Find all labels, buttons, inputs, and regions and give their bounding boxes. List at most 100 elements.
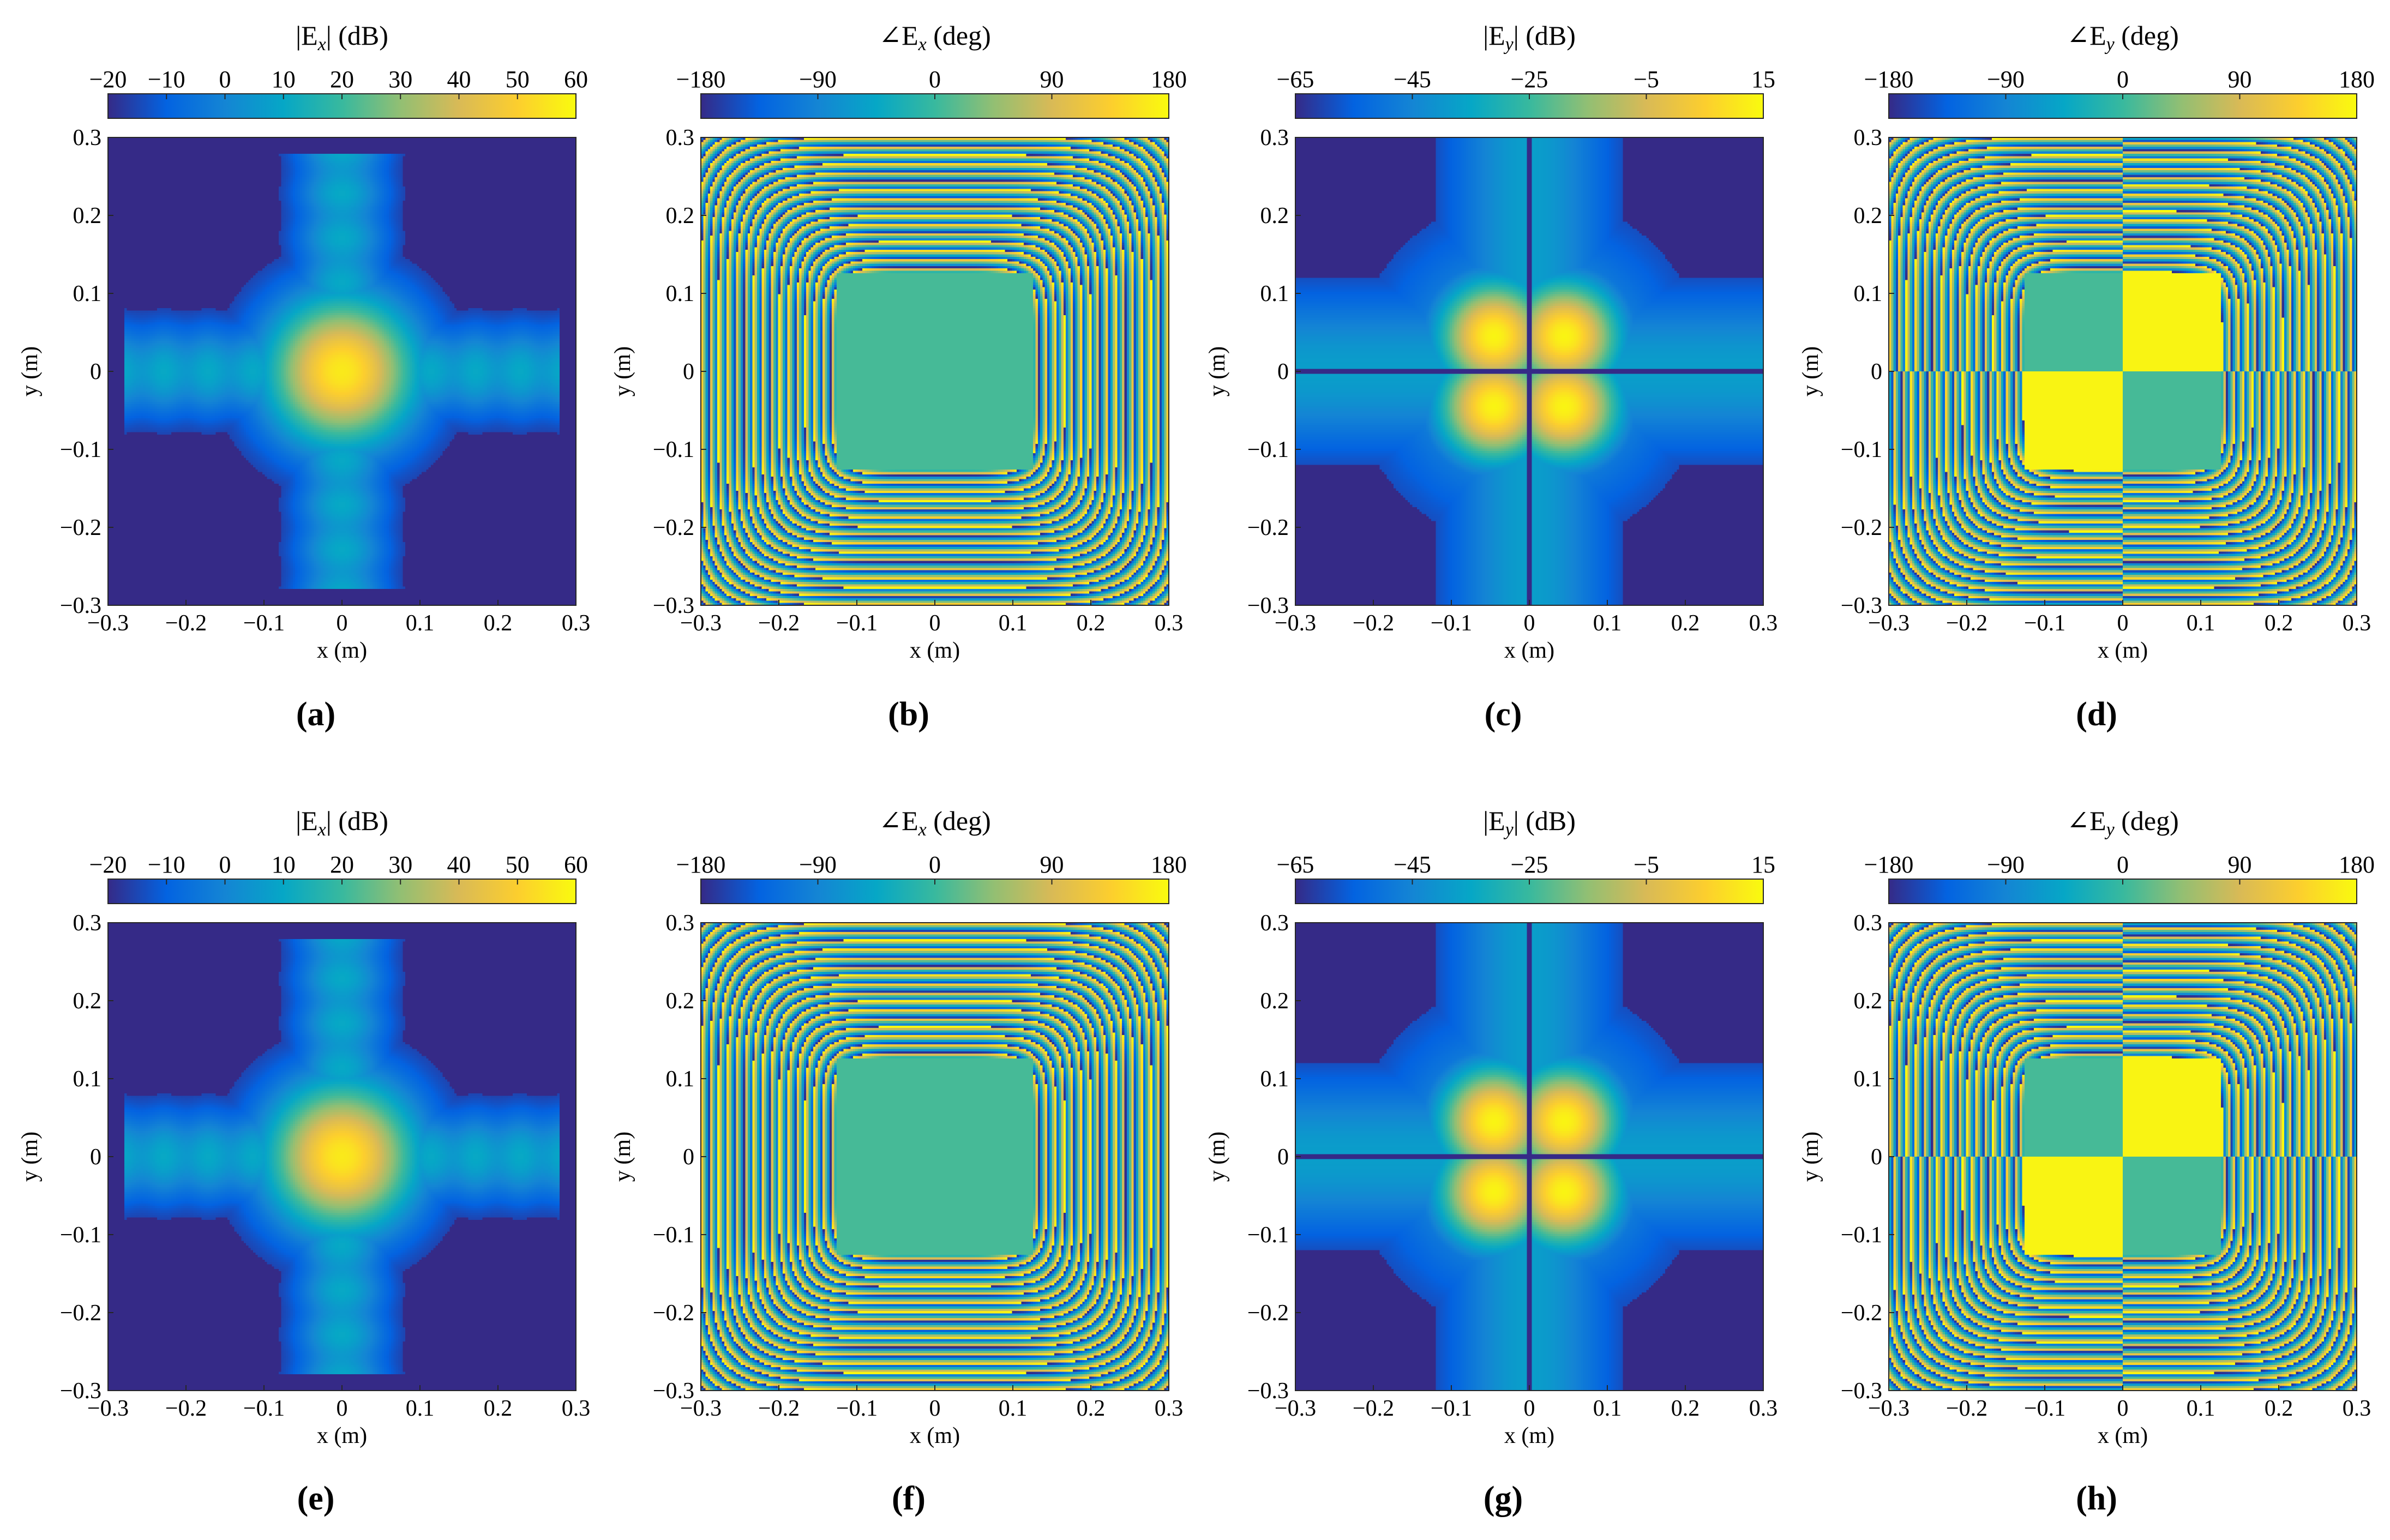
y-tick-label: 0.2 — [1854, 989, 1883, 1014]
x-axis-label: x (m) — [910, 1423, 960, 1448]
y-tick-label: 0.1 — [666, 1067, 695, 1092]
x-tick-label: −0.2 — [165, 1396, 207, 1421]
colorbar-tick-label: 0 — [929, 66, 941, 93]
colorbar-tick-label: 90 — [2228, 66, 2252, 93]
y-tick-label: 0.3 — [1260, 125, 1289, 151]
y-tick-label: 0.3 — [666, 125, 695, 151]
panel-label: (f) — [892, 1480, 926, 1517]
y-tick-label: −0.3 — [1247, 593, 1289, 618]
colorbar-tick-label: −180 — [1864, 851, 1914, 878]
x-tick-label: 0.1 — [2187, 611, 2215, 636]
x-tick-label: −0.2 — [1353, 611, 1394, 636]
x-tick-label: 0.2 — [1077, 611, 1106, 636]
colorbar-title: |Ex| (dB) — [296, 20, 388, 55]
x-tick-label: 0.1 — [406, 611, 435, 636]
colorbar-tick-label: 10 — [272, 66, 296, 93]
x-tick-label: −0.2 — [1353, 1396, 1394, 1421]
x-tick-label: 0.3 — [1155, 611, 1184, 636]
y-tick-label: 0.1 — [1854, 281, 1883, 306]
y-tick-label: −0.2 — [1247, 515, 1289, 540]
x-tick-label: −0.1 — [836, 611, 878, 636]
colorbar-tick-label: −90 — [1987, 66, 2025, 93]
colorbar-tick-label: 50 — [506, 851, 530, 878]
colorbar-title: |Ey| (dB) — [1483, 805, 1576, 840]
panel-label: (a) — [296, 696, 335, 733]
y-axis-label: y (m) — [610, 1132, 635, 1182]
x-tick-label: 0.3 — [1749, 1396, 1778, 1421]
colorbar-tick-label: −45 — [1394, 66, 1431, 93]
x-tick-label: 0.3 — [1749, 611, 1778, 636]
y-tick-label: 0.1 — [73, 281, 102, 306]
y-tick-label: −0.2 — [1841, 1301, 1882, 1326]
x-tick-label: 0.2 — [1077, 1396, 1106, 1421]
y-tick-label: 0 — [90, 359, 101, 384]
x-tick-label: −0.3 — [680, 1396, 722, 1421]
colorbar-tick-label: 50 — [506, 66, 530, 93]
y-tick-label: 0.3 — [1854, 125, 1883, 151]
colorbar-tick-label: 0 — [2117, 66, 2129, 93]
colorbar-tick-label: 10 — [272, 851, 296, 878]
colorbar-title: ∠Ey (deg) — [2067, 20, 2179, 55]
y-tick-label: 0.2 — [666, 989, 695, 1014]
x-tick-label: −0.3 — [87, 611, 129, 636]
y-tick-label: −0.1 — [1247, 1223, 1289, 1248]
heatmap-image — [1889, 923, 2357, 1391]
y-tick-label: 0.3 — [1260, 911, 1289, 936]
y-tick-label: −0.1 — [1841, 1223, 1882, 1248]
x-tick-label: 0 — [1524, 611, 1535, 636]
colorbar-tick-label: −20 — [89, 851, 127, 878]
colorbar-tick-label: 0 — [219, 66, 231, 93]
colorbar-tick-label: 180 — [2339, 66, 2375, 93]
x-tick-label: −0.2 — [1946, 1396, 1987, 1421]
y-tick-label: −0.3 — [653, 1379, 694, 1404]
x-tick-label: −0.1 — [1431, 1396, 1472, 1421]
y-axis-label: y (m) — [17, 346, 43, 396]
x-tick-label: 0.3 — [2343, 1396, 2371, 1421]
colorbar-tick-label: −20 — [89, 66, 127, 93]
x-tick-label: 0 — [2117, 1396, 2129, 1421]
x-tick-label: 0.1 — [1593, 1396, 1622, 1421]
colorbar-tick-label: 180 — [1151, 851, 1187, 878]
y-tick-label: 0 — [90, 1145, 101, 1170]
y-tick-label: 0.2 — [1260, 203, 1289, 228]
y-tick-label: −0.2 — [60, 515, 101, 540]
x-tick-label: 0 — [929, 1396, 941, 1421]
x-tick-label: −0.3 — [1275, 1396, 1316, 1421]
colorbar-tick-label: 15 — [1751, 851, 1775, 878]
colorbar-tick-label: −90 — [1987, 851, 2025, 878]
y-tick-label: 0 — [1277, 359, 1289, 384]
colorbar-title: |Ex| (dB) — [296, 805, 388, 840]
y-tick-label: −0.3 — [60, 593, 101, 618]
y-tick-label: −0.3 — [60, 1379, 101, 1404]
x-tick-label: −0.3 — [87, 1396, 129, 1421]
y-tick-label: −0.2 — [60, 1301, 101, 1326]
colorbar-tick-label: 90 — [1040, 66, 1064, 93]
colorbar-tick-label: 0 — [929, 851, 941, 878]
x-tick-label: −0.1 — [2024, 611, 2065, 636]
x-tick-label: 0 — [1524, 1396, 1535, 1421]
heatmap-image — [701, 923, 1169, 1391]
x-axis-label: x (m) — [910, 638, 960, 663]
colorbar-tick-label: −10 — [148, 66, 185, 93]
y-tick-label: 0 — [1277, 1145, 1289, 1170]
y-tick-label: 0 — [1871, 359, 1882, 384]
colorbar-tick-label: −90 — [799, 66, 837, 93]
x-axis-label: x (m) — [1504, 638, 1554, 663]
panel-label: (d) — [2076, 696, 2117, 733]
y-axis-label: y (m) — [1798, 346, 1823, 396]
panel-g: |Ey| (dB) −65 −45 −25 −5 15 −0.3 −0.2 −0.1 0 0.1 0.… — [1205, 805, 1778, 1517]
x-tick-label: −0.3 — [1868, 611, 1909, 636]
y-tick-label: 0.2 — [73, 989, 102, 1014]
y-tick-label: −0.1 — [1247, 437, 1289, 462]
y-tick-label: −0.3 — [1247, 1379, 1289, 1404]
x-tick-label: 0.3 — [2343, 611, 2371, 636]
x-tick-label: −0.2 — [758, 611, 800, 636]
colorbar — [700, 879, 1169, 904]
colorbar-tick-label: −45 — [1394, 851, 1431, 878]
y-tick-label: −0.1 — [653, 437, 694, 462]
x-axis-label: x (m) — [1504, 1423, 1554, 1448]
heatmap-image — [108, 137, 576, 605]
colorbar-tick-label: 60 — [564, 851, 588, 878]
colorbar-tick-label: −180 — [676, 66, 726, 93]
y-tick-label: −0.2 — [1841, 515, 1882, 540]
